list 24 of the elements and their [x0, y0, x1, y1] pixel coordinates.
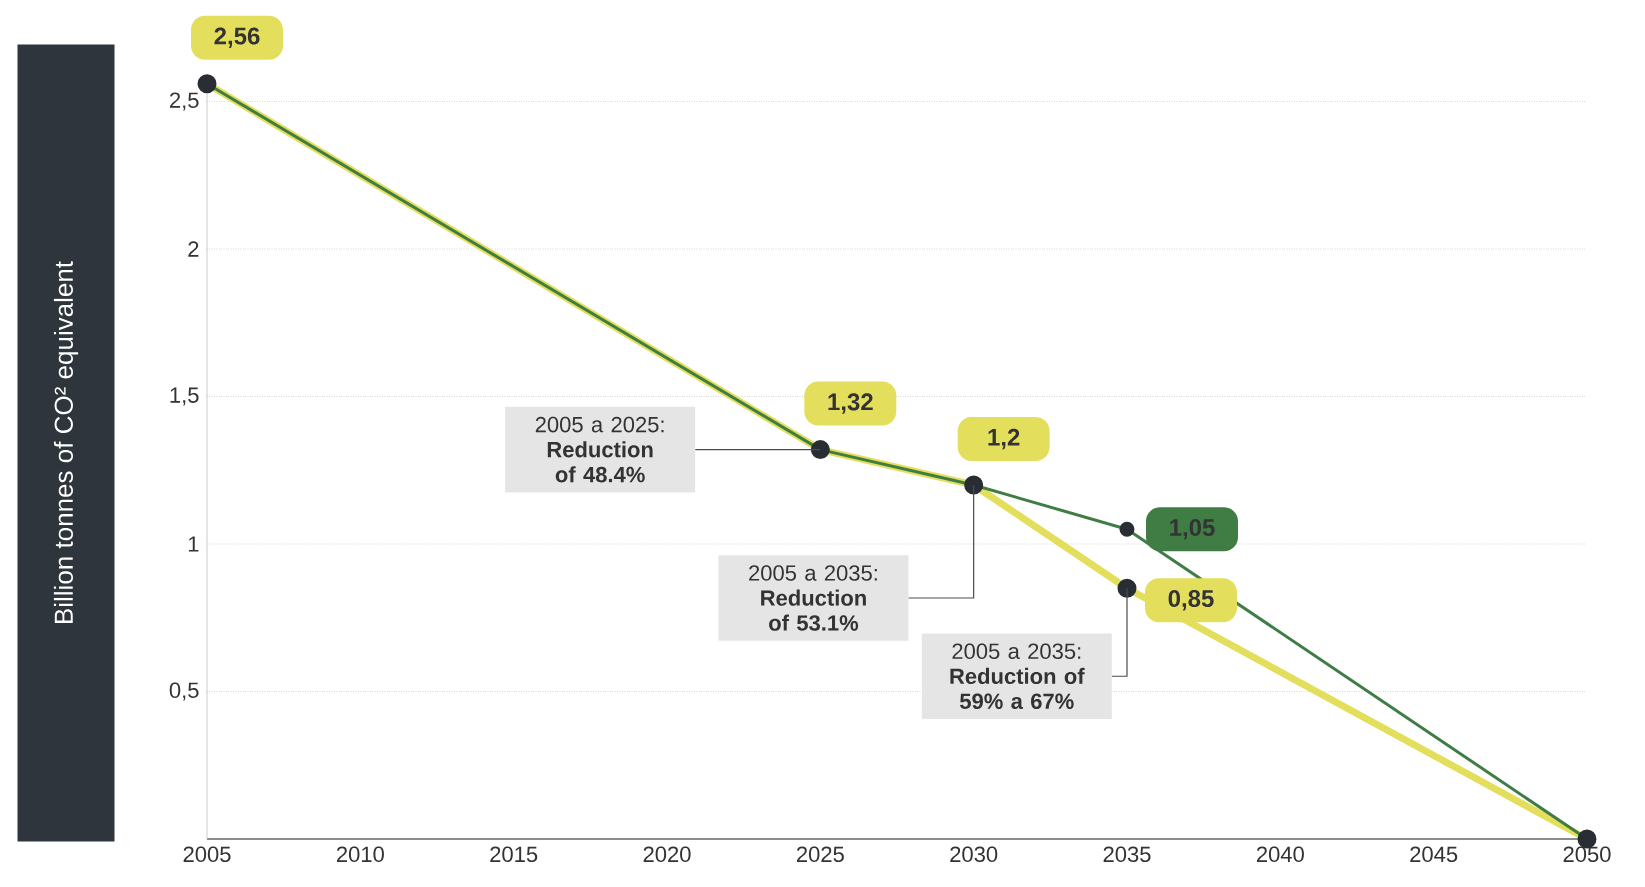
data-label: 2,56	[214, 27, 260, 49]
y-tick-label: 0,5	[169, 682, 199, 701]
y-tick-label: 1,5	[170, 387, 199, 406]
x-tick-label: 2050	[1563, 846, 1611, 863]
y-tick-label: 1	[188, 536, 199, 552]
x-tick-label: 2015	[490, 846, 538, 863]
data-label: 0,85	[1168, 590, 1214, 611]
x-tick-label: 2010	[336, 846, 384, 863]
annotation: 2005 a 2035: Reduction of 59% a 67%	[950, 643, 1085, 710]
x-tick-label: 2045	[1410, 846, 1458, 863]
x-tick-label: 2005	[183, 846, 231, 863]
x-tick-label: 2035	[1103, 846, 1151, 863]
data-label: 1,32	[828, 393, 873, 414]
x-tick-label: 2030	[950, 846, 998, 863]
y-tick-label: 2,5	[170, 92, 199, 111]
y-axis-title: Billion tonnes of CO² equivalent	[53, 261, 79, 623]
x-tick-label: 2020	[643, 846, 691, 863]
x-tick-label: 2025	[796, 846, 844, 863]
data-label: 1,05	[1170, 519, 1215, 540]
annotation: 2005 a 2025: Reduction of 48.4%	[535, 416, 664, 483]
data-label: 1,2	[988, 428, 1020, 450]
x-tick-label: 2040	[1256, 846, 1304, 863]
annotation: 2005 a 2035: Reduction of 53.1%	[749, 565, 877, 631]
y-tick-label: 2	[188, 241, 199, 257]
